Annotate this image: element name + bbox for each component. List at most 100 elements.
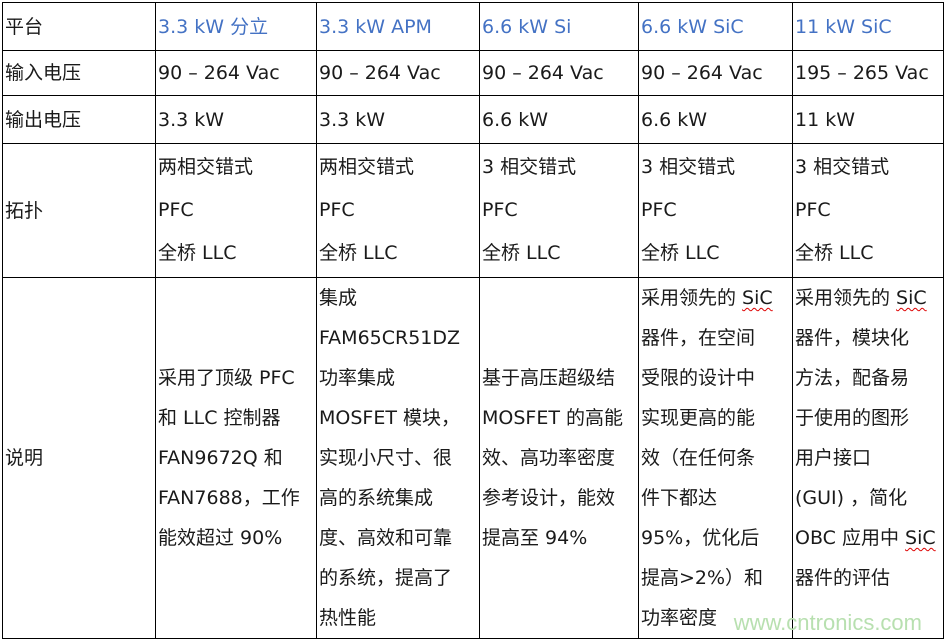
watermark: www.cntronics.com xyxy=(733,610,922,635)
cell-line: 效（在任何条 xyxy=(641,447,756,469)
cell-line: PFC xyxy=(319,199,355,221)
cell-line: 集成 xyxy=(319,287,358,309)
table-cell: 90 – 264 Vac xyxy=(155,50,317,96)
cell-line: 3.3 kW xyxy=(158,108,225,131)
header-row: 平台 3.3 kW 分立 3.3 kW APM 6.6 kW Si 6.6 kW… xyxy=(2,2,944,51)
cell-line: 11 kW xyxy=(795,108,856,131)
cell-line: 90 – 264 Vac xyxy=(641,62,763,84)
cell-line: 热性能 xyxy=(319,607,377,629)
cell-line: 基于高压超级结 xyxy=(482,367,616,389)
cell-line: 6.6 kW xyxy=(641,108,708,131)
table-cell: 采用了顶级 PFC 和 LLC 控制器 FAN9672Q 和 FAN7688，工作 能效… xyxy=(155,277,317,639)
cell-line: 提高>2%）和 xyxy=(641,567,764,589)
header-cell: 6.6 kW Si xyxy=(479,2,639,51)
cell-line: FAM65CR51DZ xyxy=(319,327,461,349)
cell-line: 全桥 LLC xyxy=(482,242,561,264)
table-cell: 采用领先的 SiC 器件，模块化 方法，配备易 于使用的图形 用户接口 (GUI) ，简化… xyxy=(792,277,944,639)
cell-line: 3 相交错式 xyxy=(641,156,736,178)
cell-line: 的系统，提高了 xyxy=(319,567,453,589)
cell-line: PFC xyxy=(641,199,677,221)
cell-line: 提高至 94% xyxy=(482,527,588,549)
cell-line: 全桥 LLC xyxy=(641,242,720,264)
row-label: 说明 xyxy=(2,277,156,639)
cell-line: PFC xyxy=(795,199,831,221)
table-cell: 3.3 kW xyxy=(316,95,480,144)
table-row: 拓扑 两相交错式 PFC 全桥 LLC 两相交错式 PFC 全桥 LLC 3 相交错式 PFC 全… xyxy=(2,143,944,278)
cell-line: 采用了顶级 PFC xyxy=(158,367,295,389)
table-cell: 11 kW xyxy=(792,95,944,144)
cell-line: 3 相交错式 xyxy=(482,156,577,178)
cell-line: MOSFET 的高能 xyxy=(482,407,623,429)
header-cell: 11 kW SiC xyxy=(792,2,944,51)
cell-line: 3.3 kW xyxy=(319,108,386,131)
table-cell: 基于高压超级结 MOSFET 的高能 效、高功率密度 参考设计，能效 提高至 94% xyxy=(479,277,639,639)
row-label: 拓扑 xyxy=(2,143,156,278)
cell-line: 件下都达 xyxy=(641,487,718,509)
cell-line: 全桥 LLC xyxy=(158,242,237,264)
cell-line: FAN9672Q 和 xyxy=(158,447,283,469)
spellcheck-underline: SiC xyxy=(905,527,936,549)
cell-line: 参考设计，能效 xyxy=(482,487,616,509)
cell-line: 高的系统集成 xyxy=(319,487,434,509)
cell-line: 和 LLC 控制器 xyxy=(158,407,281,429)
spellcheck-underline: SiC xyxy=(896,287,927,309)
cell-line: 方法，配备易 xyxy=(795,367,910,389)
cell-line: 功率集成 xyxy=(319,367,396,389)
table-cell: 3.3 kW xyxy=(155,95,317,144)
table-cell: 90 – 264 Vac xyxy=(638,50,793,96)
spellcheck-underline: SiC xyxy=(742,287,773,309)
cell-line: 能效超过 90% xyxy=(158,527,283,549)
cell-line: 采用领先的 SiC xyxy=(641,287,773,309)
cell-line: 3 相交错式 xyxy=(795,156,890,178)
cell-line: 实现更高的能 xyxy=(641,407,756,429)
cell-line: 于使用的图形 xyxy=(795,407,910,429)
table-cell: 集成 FAM65CR51DZ 功率集成 MOSFET 模块， 实现小尺寸、很 高的系统集成… xyxy=(316,277,480,639)
table-cell: 3 相交错式 PFC 全桥 LLC xyxy=(638,143,793,278)
cell-line: 功率密度 xyxy=(641,607,718,629)
header-cell: 3.3 kW APM xyxy=(316,2,480,51)
cell-line: 用户接口 xyxy=(795,447,872,469)
cell-line: 95%，优化后 xyxy=(641,527,760,549)
cell-line: 全桥 LLC xyxy=(319,242,398,264)
cell-line: 90 – 264 Vac xyxy=(319,62,441,84)
table-cell: 3 相交错式 PFC 全桥 LLC xyxy=(792,143,944,278)
cell-line: 195 – 265 Vac xyxy=(795,62,929,84)
table-cell: 3 相交错式 PFC 全桥 LLC xyxy=(479,143,639,278)
cell-line: MOSFET 模块， xyxy=(319,407,460,429)
cell-line: 6.6 kW xyxy=(482,108,549,131)
cell-line: 器件，模块化 xyxy=(795,327,910,349)
cell-line: 受限的设计中 xyxy=(641,367,756,389)
header-cell: 3.3 kW 分立 xyxy=(155,2,317,51)
cell-line: (GUI) ，简化 xyxy=(795,487,908,509)
cell-line: 实现小尺寸、很 xyxy=(319,447,453,469)
cell-line: 两相交错式 xyxy=(158,156,254,178)
table-row: 输入电压 90 – 264 Vac 90 – 264 Vac 90 – 264 Vac… xyxy=(2,50,944,96)
header-cell: 6.6 kW SiC xyxy=(638,2,793,51)
table-row: 说明 采用了顶级 PFC 和 LLC 控制器 FAN9672Q 和 FAN7688，工作… xyxy=(2,277,944,639)
cell-line: 度、高效和可靠 xyxy=(319,527,453,549)
row-label: 输入电压 xyxy=(2,50,156,96)
cell-line: 两相交错式 xyxy=(319,156,415,178)
cell-line: FAN7688，工作 xyxy=(158,487,300,509)
table-cell: 6.6 kW xyxy=(479,95,639,144)
cell-line: 90 – 264 Vac xyxy=(158,62,280,84)
table-cell: 6.6 kW xyxy=(638,95,793,144)
table-cell: 195 – 265 Vac xyxy=(792,50,944,96)
table-cell: 90 – 264 Vac xyxy=(316,50,480,96)
table-row: 输出电压 3.3 kW 3.3 kW 6.6 kW 6.6 kW 11 kW xyxy=(2,95,944,144)
cell-line: PFC xyxy=(158,199,194,221)
table-cell: 两相交错式 PFC 全桥 LLC xyxy=(155,143,317,278)
table-cell: 采用领先的 SiC 器件，在空间 受限的设计中 实现更高的能 效（在任何条 件下都达 95%… xyxy=(638,277,793,639)
cell-line: 器件，在空间 xyxy=(641,327,756,349)
row-label: 输出电压 xyxy=(2,95,156,144)
cell-line: OBC 应用中 SiC xyxy=(795,527,936,549)
cell-line: 90 – 264 Vac xyxy=(482,62,604,84)
header-cell: 平台 xyxy=(2,2,156,51)
cell-line: 采用领先的 SiC xyxy=(795,287,927,309)
cell-line: 器件的评估 xyxy=(795,567,891,589)
cell-line: PFC xyxy=(482,199,518,221)
cell-line: 全桥 LLC xyxy=(795,242,874,264)
table-cell: 90 – 264 Vac xyxy=(479,50,639,96)
table-cell: 两相交错式 PFC 全桥 LLC xyxy=(316,143,480,278)
